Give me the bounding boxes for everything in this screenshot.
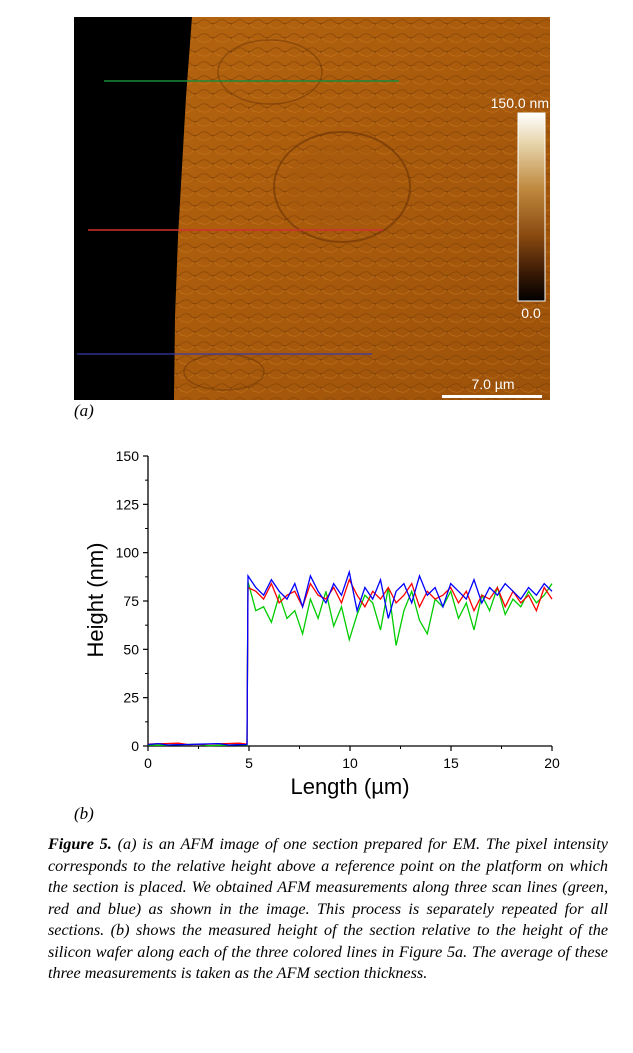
x-tick-label: 20 [544,755,560,771]
y-tick-label: 125 [116,496,140,512]
x-tick-label: 15 [443,755,459,771]
afm-image: 150.0 nm 0.0 7.0 µm [74,17,550,400]
y-tick-label: 25 [123,690,139,706]
nucleus-region [273,131,411,243]
panel-label-a: (a) [74,401,94,420]
height-profile-chart: 0 25 50 75 100 125 150 0 5 10 15 20 Height (nm) Len… [83,448,560,799]
color-scale-max-label: 150.0 nm [491,95,549,111]
y-tick-label: 100 [116,545,140,561]
y-tick-label: 50 [123,641,139,657]
figure-caption: Figure 5. (a) is an AFM image of one sec… [48,834,608,985]
x-tick-label: 0 [144,755,152,771]
y-tick-label: 75 [123,593,139,609]
scale-bar [442,395,542,398]
x-axis-label: Length (µm) [290,774,409,799]
y-axis-label: Height (nm) [83,543,108,658]
caption-text: (a) is an AFM image of one section prepa… [48,835,608,982]
y-tick-label: 0 [131,738,139,754]
figure-number: Figure 5. [48,835,112,853]
series-line [147,581,553,747]
series-line [147,569,553,746]
color-scale-min-label: 0.0 [521,305,541,321]
series-line [147,578,553,746]
color-scale-bar [517,112,546,302]
y-tick-label: 150 [116,448,140,464]
x-tick-label: 10 [342,755,358,771]
x-tick-label: 5 [245,755,253,771]
panel-label-b: (b) [74,804,94,823]
scale-bar-label: 7.0 µm [471,376,514,392]
